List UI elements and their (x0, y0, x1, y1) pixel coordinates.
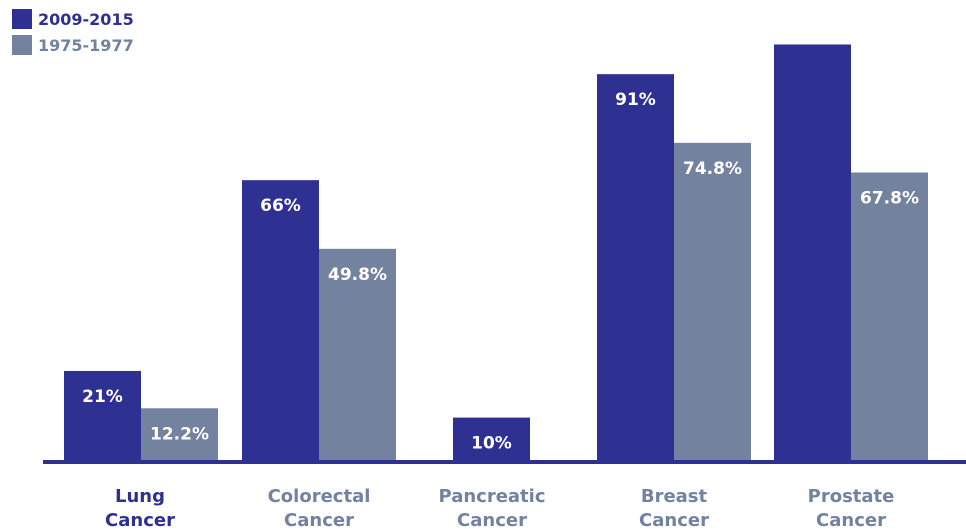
x-tick-label-breast-cancer: Breast Cancer (639, 486, 709, 529)
data-label-breast-cancer-recent: 91% (615, 90, 656, 110)
data-label-lung-cancer-recent: 21% (82, 387, 123, 407)
legend-swatch-recent (12, 9, 32, 29)
x-tick-label-prostate-cancer: Prostate Cancer (808, 486, 895, 529)
chart-legend: 2009-2015 1975-1977 (12, 6, 134, 58)
bar-breast-cancer-recent (597, 74, 674, 460)
x-tick-label-lung-cancer: Lung Cancer (105, 486, 175, 529)
legend-item-1975-1977: 1975-1977 (12, 32, 134, 58)
bar-breast-cancer-past (674, 142, 751, 460)
data-label-prostate-cancer-past: 67.8% (860, 189, 919, 209)
bar-lung-cancer-recent (64, 370, 141, 460)
legend-label-past: 1975-1977 (38, 35, 134, 55)
data-label-breast-cancer-past: 74.8% (683, 159, 742, 179)
data-label-colorectal-cancer-recent: 66% (260, 196, 301, 216)
legend-item-2009-2015: 2009-2015 (12, 6, 134, 32)
data-label-pancreatic-cancer-recent: 10% (471, 434, 512, 454)
legend-label-recent: 2009-2015 (38, 9, 134, 29)
x-axis-baseline (43, 460, 966, 464)
bar-prostate-cancer-past (851, 172, 928, 460)
bar-colorectal-cancer-past (319, 248, 396, 460)
x-tick-label-pancreatic-cancer: Pancreatic Cancer (438, 486, 545, 529)
data-label-lung-cancer-past: 12.2% (150, 424, 209, 444)
x-tick-label-colorectal-cancer: Colorectal Cancer (268, 486, 371, 529)
bar-lung-cancer-past (141, 408, 218, 460)
bar-pancreatic-cancer-recent (453, 417, 530, 460)
bar-prostate-cancer-recent (774, 44, 851, 460)
bar-colorectal-cancer-recent (242, 180, 319, 460)
data-label-colorectal-cancer-past: 49.8% (328, 265, 387, 285)
legend-swatch-past (12, 35, 32, 55)
